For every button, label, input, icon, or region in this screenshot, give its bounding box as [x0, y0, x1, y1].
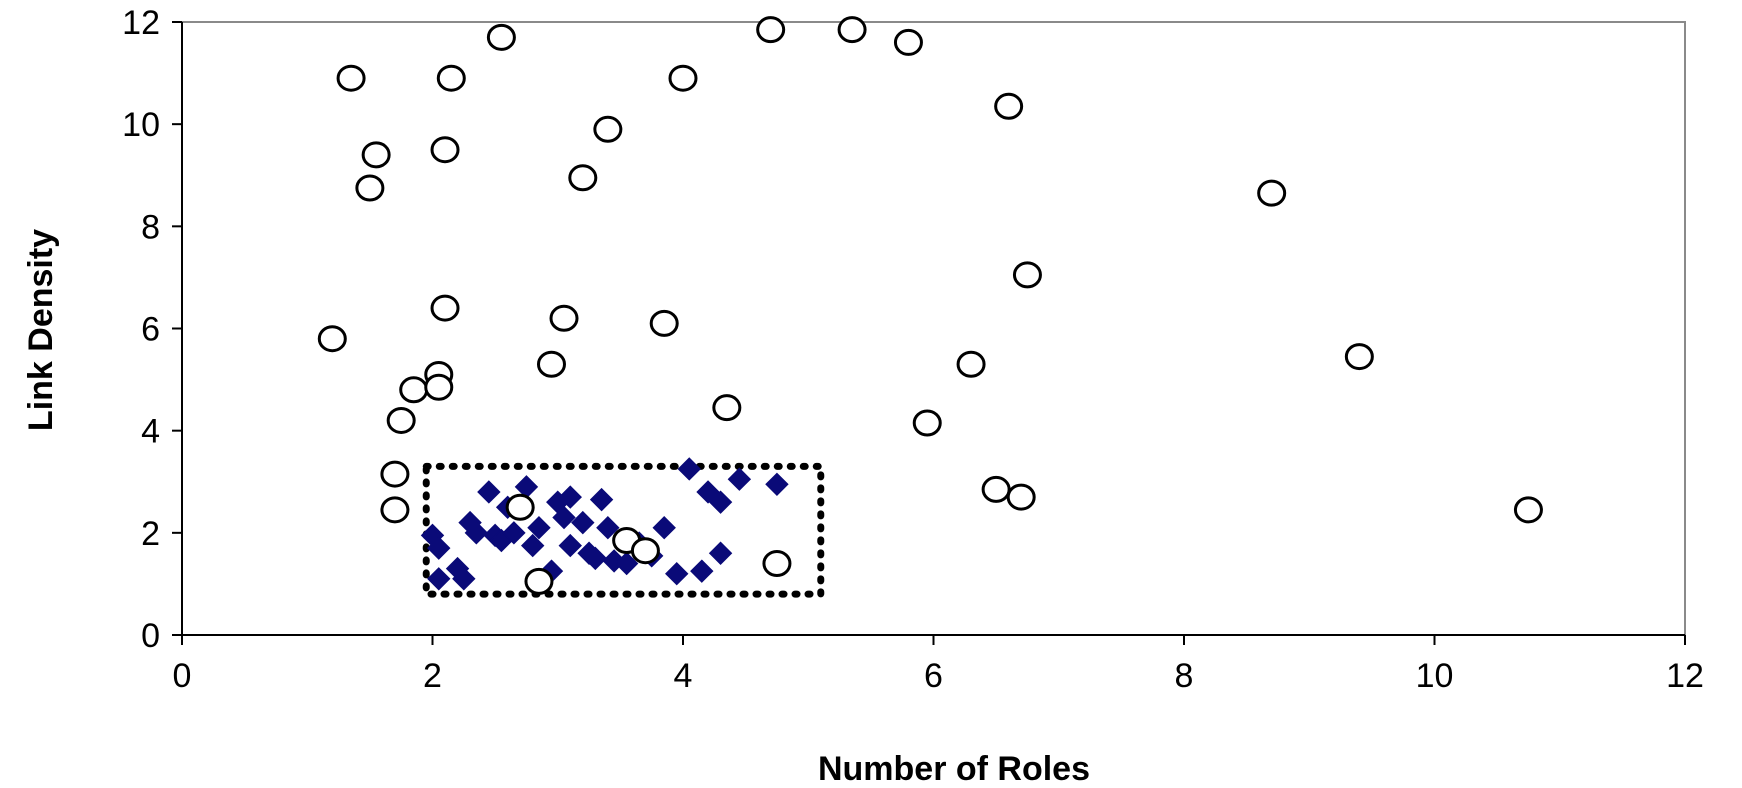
plot-area	[181, 21, 1686, 636]
circle-point	[981, 475, 1011, 503]
x-tick-label: 4	[674, 657, 693, 695]
circle-point	[436, 64, 466, 92]
circle-point	[336, 64, 366, 92]
x-tick-label: 2	[423, 657, 442, 695]
diamond-point	[677, 457, 701, 481]
circle-point	[424, 373, 454, 401]
diamond-point	[765, 472, 789, 497]
diamond-point	[690, 559, 714, 583]
y-tick-label: 8	[141, 208, 160, 246]
diamond-point	[696, 480, 720, 504]
y-tick-label: 10	[122, 106, 160, 144]
circle-point	[893, 28, 923, 56]
diamond-point	[464, 521, 489, 545]
y-tick-label: 4	[141, 413, 160, 451]
y-tick-label: 2	[141, 515, 160, 553]
circle-point	[524, 567, 554, 595]
diamond-point	[665, 561, 689, 586]
circle-point	[1344, 343, 1374, 371]
x-tick-label: 10	[1416, 657, 1454, 695]
circle-point	[912, 409, 942, 437]
circle-point	[505, 493, 535, 521]
x-tick-label: 0	[173, 657, 192, 695]
circle-point	[1006, 483, 1036, 511]
diamond-point	[502, 521, 526, 545]
circle-point	[668, 64, 698, 92]
diamond-point	[708, 490, 733, 514]
circle-point	[649, 309, 679, 337]
diamond-point	[727, 467, 752, 491]
circle-point	[361, 141, 391, 169]
y-tick-label: 12	[122, 4, 160, 42]
circle-point	[380, 460, 410, 488]
circle-point	[486, 23, 516, 51]
circle-point	[712, 394, 742, 422]
circle-point	[994, 92, 1024, 120]
diamond-point	[558, 485, 582, 509]
circle-point	[756, 16, 786, 44]
annotations	[422, 462, 825, 598]
diamond-point	[596, 516, 620, 540]
circle-point	[630, 537, 660, 565]
plot-frame	[181, 21, 1686, 636]
circle-point	[380, 496, 410, 524]
circle-point	[1513, 496, 1543, 524]
circle-point	[430, 136, 460, 164]
circle-point	[1012, 261, 1042, 289]
circle-point	[317, 325, 347, 353]
circle-point	[762, 549, 792, 577]
y-axis-title: Link Density	[22, 229, 60, 431]
circle-point	[399, 376, 429, 404]
diamond-point	[589, 487, 614, 512]
diamond-point	[558, 533, 582, 558]
circle-point	[536, 350, 566, 378]
y-ticks: 0 2 4 6 8 10 12	[122, 4, 182, 655]
diamond-point	[652, 516, 676, 540]
diamond-point	[614, 551, 639, 576]
x-axis-title: Number of Roles	[818, 750, 1090, 788]
circle-point	[568, 164, 598, 192]
diamond-point	[427, 536, 451, 560]
x-tick-label: 8	[1175, 657, 1194, 695]
x-tick-label: 6	[924, 657, 943, 695]
circle-point	[430, 294, 460, 322]
y-tick-label: 0	[141, 617, 160, 655]
circle-point	[386, 406, 416, 434]
diamond-point	[477, 480, 501, 504]
diamond-point	[571, 510, 595, 535]
circle-point	[956, 350, 986, 378]
diamond-point	[583, 546, 608, 571]
diamond-point	[452, 567, 476, 591]
diamond-point	[708, 541, 733, 565]
series-layer	[317, 16, 1543, 595]
circle-point	[837, 16, 867, 44]
x-ticks: 0 2 4 6 8 10 12	[173, 635, 1704, 695]
y-tick-label: 6	[141, 311, 160, 349]
highlight-rectangle	[422, 462, 825, 598]
diamond-point	[527, 516, 551, 540]
x-tick-label: 12	[1666, 657, 1704, 695]
diamond-point	[520, 533, 545, 558]
circle-point	[549, 304, 579, 332]
circle-point	[593, 115, 623, 143]
diamond-point	[427, 567, 451, 591]
circle-point	[355, 174, 385, 202]
diamond-point	[552, 505, 576, 530]
circle-point	[1257, 179, 1287, 207]
